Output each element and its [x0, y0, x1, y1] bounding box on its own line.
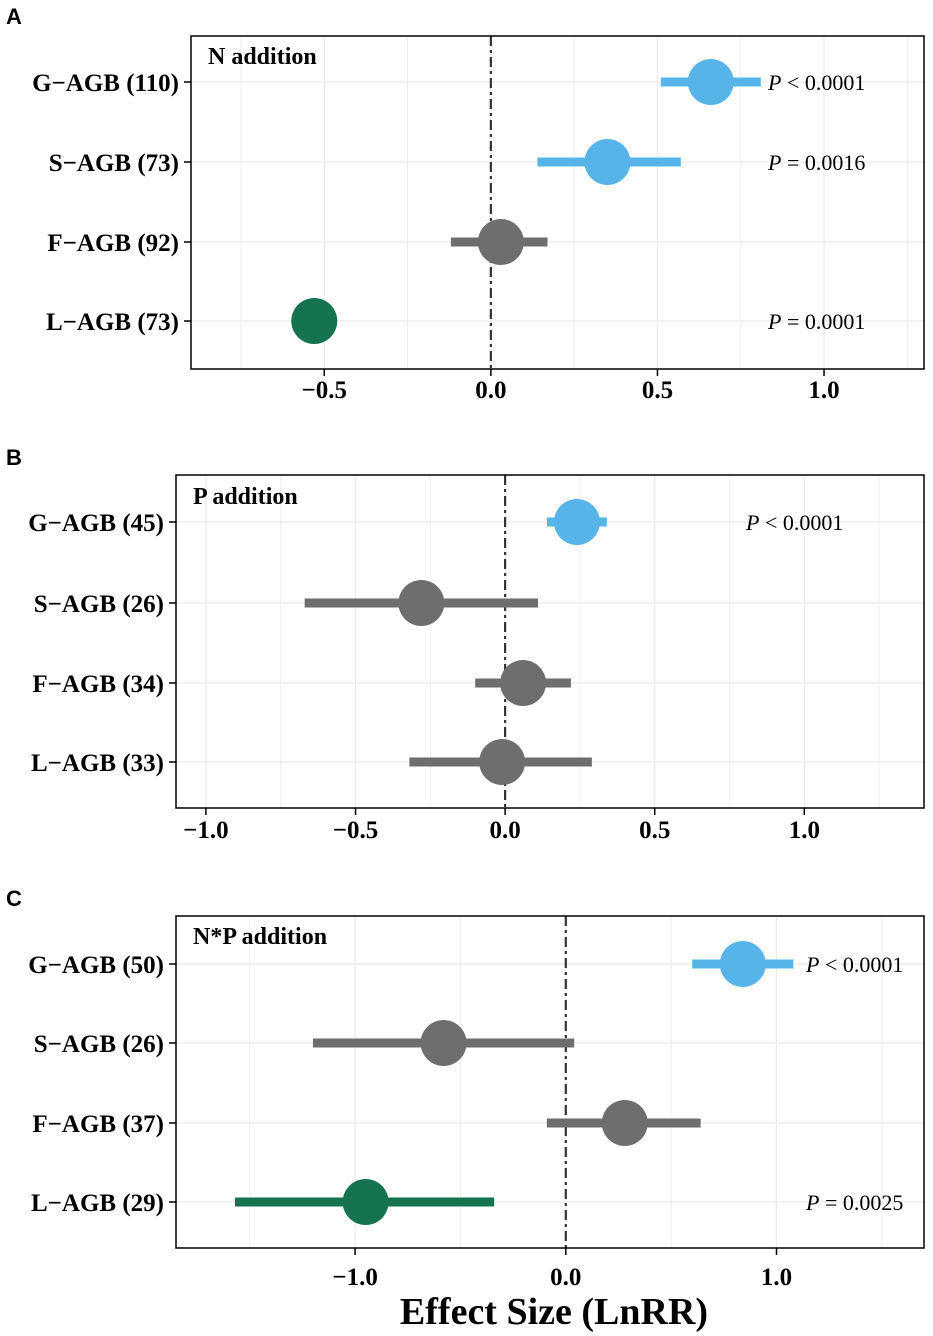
- effect-point: [398, 580, 445, 626]
- x-tick-label: 0.5: [639, 817, 670, 844]
- y-tick-label: G−AGB (110): [32, 70, 179, 97]
- p-value-label: P = 0.0001: [767, 309, 865, 334]
- effect-point: [500, 660, 547, 706]
- panel-letter: B: [6, 445, 22, 470]
- effect-point: [687, 59, 734, 105]
- effect-point: [719, 941, 766, 987]
- y-tick-label: F−AGB (37): [32, 1111, 164, 1138]
- p-symbol: P: [767, 309, 781, 334]
- y-tick-label: G−AGB (45): [28, 510, 164, 537]
- panel-title: N*P addition: [193, 924, 327, 950]
- x-tick-label: 1.0: [789, 817, 820, 844]
- plot-border: [190, 35, 925, 370]
- x-tick-label: −1.0: [183, 817, 229, 844]
- p-value-label: P < 0.0001: [767, 70, 865, 95]
- p-value: = 0.0025: [819, 1190, 903, 1215]
- panel-letter: A: [6, 4, 22, 29]
- panel-title: N addition: [208, 44, 317, 70]
- y-tick-label: L−AGB (33): [31, 750, 164, 777]
- panel-title: P addition: [193, 484, 298, 510]
- y-tick-label: G−AGB (50): [28, 952, 164, 979]
- x-tick-label: 0.0: [489, 817, 520, 844]
- panel-letter: C: [6, 886, 22, 911]
- effect-point: [291, 298, 338, 344]
- x-tick-label: 0.0: [475, 377, 506, 404]
- p-value: = 0.0016: [781, 150, 865, 175]
- x-tick-label: 1.0: [761, 1264, 792, 1291]
- y-tick-label: L−AGB (29): [31, 1190, 164, 1217]
- plot-border: [175, 474, 925, 809]
- y-tick-label: L−AGB (73): [46, 309, 179, 336]
- p-value: < 0.0001: [759, 510, 843, 535]
- x-tick-label: 1.0: [808, 377, 839, 404]
- p-symbol: P: [805, 952, 819, 977]
- p-value-label: P < 0.0001: [745, 510, 843, 535]
- effect-point: [477, 219, 524, 265]
- p-value-label: P = 0.0025: [805, 1190, 903, 1215]
- effect-point: [479, 739, 526, 785]
- effect-point: [553, 499, 600, 545]
- y-tick-label: F−AGB (34): [32, 671, 164, 698]
- p-symbol: P: [767, 150, 781, 175]
- x-tick-label: −0.5: [302, 377, 348, 404]
- panel-a: A N addition G−AGB (110) P < 0.0001 S−AGB (7…: [6, 4, 925, 404]
- effect-point: [584, 139, 631, 185]
- y-tick-label: S−AGB (73): [49, 150, 179, 177]
- effect-point: [420, 1020, 467, 1066]
- effect-point: [342, 1179, 389, 1225]
- panel-b: B P addition G−AGB (45) P < 0.0001 S−AGB (26…: [6, 445, 925, 844]
- effect-point: [601, 1100, 648, 1146]
- y-tick-label: F−AGB (92): [47, 230, 179, 257]
- plot-border: [175, 915, 925, 1249]
- panel-c: C N*P addition G−AGB (50) P < 0.0001 S−AGB (…: [6, 886, 925, 1333]
- y-tick-label: S−AGB (26): [34, 591, 164, 618]
- p-symbol: P: [745, 510, 759, 535]
- x-tick-label: 0.5: [642, 377, 673, 404]
- p-value-label: P < 0.0001: [805, 952, 903, 977]
- x-tick-label: −1.0: [332, 1264, 378, 1291]
- p-value: < 0.0001: [819, 952, 903, 977]
- p-symbol: P: [805, 1190, 819, 1215]
- x-tick-label: 0.0: [550, 1264, 581, 1291]
- x-tick-label: −0.5: [333, 817, 379, 844]
- p-symbol: P: [767, 70, 781, 95]
- p-value: < 0.0001: [781, 70, 865, 95]
- x-axis-label: Effect Size (LnRR): [400, 1291, 708, 1333]
- p-value-label: P = 0.0016: [767, 150, 865, 175]
- p-value: = 0.0001: [781, 309, 865, 334]
- y-tick-label: S−AGB (26): [34, 1031, 164, 1058]
